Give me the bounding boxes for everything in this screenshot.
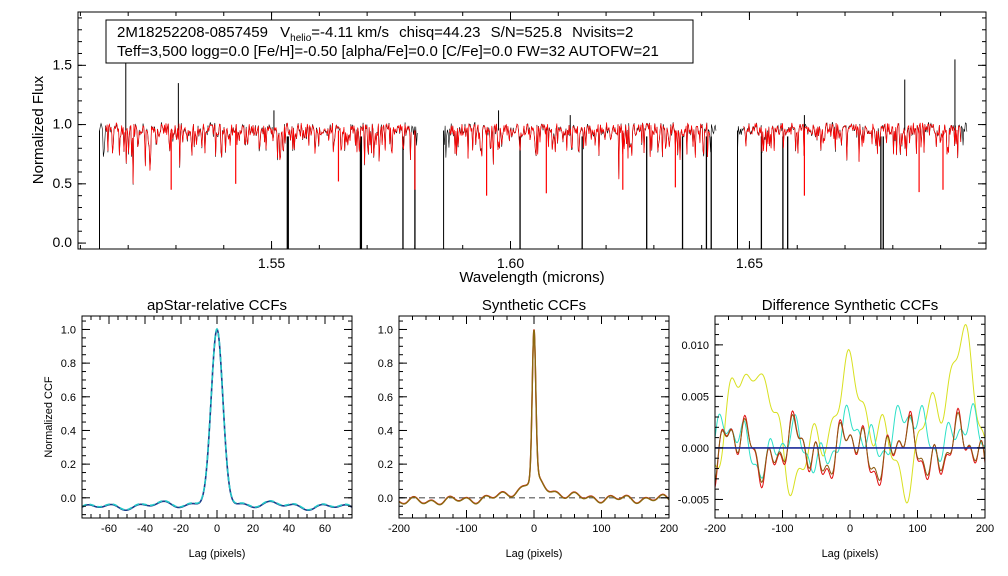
spectrum-axis-ticks: 1.55 1.60 1.65 0.0 0.5 1.0 1.5 — [53, 12, 986, 271]
ccf-synthetic-x-tick-label: 200 — [660, 523, 678, 535]
synthetic-ccf-combined-line — [399, 329, 669, 506]
ccf-apstar-title: apStar-relative CCFs — [147, 297, 287, 314]
spectrum-info-line-1: 2M18252208-0857459 Vhelio=-4.11 km/s chi… — [117, 24, 633, 44]
ccf-apstar-y-tick-label: 0.6 — [61, 392, 76, 404]
spectrum-plot-frame — [77, 11, 987, 250]
spectrum-y-tick-label: 1.0 — [53, 116, 73, 132]
snr-value: S/N=525.8 — [491, 24, 562, 41]
ccf-difference-x-tick-label: -200 — [704, 523, 726, 535]
ccf-apstar-x-tick-label: 20 — [247, 523, 259, 535]
ccf-apstar-panel: apStar-relative CCFs -60 -40 -20 0 20 40 60 0.0… — [43, 297, 353, 560]
ccf-difference-title: Difference Synthetic CCFs — [762, 297, 938, 314]
ccf-apstar-y-tick-label: 0.2 — [61, 459, 76, 471]
ccf-synthetic-x-tick-label: -200 — [388, 523, 410, 535]
ccf-difference-data-lines — [715, 323, 985, 504]
spectrum-y-tick-label: 1.5 — [53, 56, 73, 72]
spectrum-y-tick-label: 0.0 — [53, 234, 73, 250]
ccf-apstar-x-tick-label: 40 — [283, 523, 295, 535]
ccf-synthetic-y-tick-label: 0.8 — [378, 358, 393, 370]
ccf-difference-x-tick-label: 200 — [976, 523, 994, 535]
spectrum-x-tick-label: 1.55 — [258, 255, 285, 271]
chisq-value: chisq=44.23 — [399, 24, 480, 41]
ccf-synthetic-data-lines — [399, 329, 669, 506]
ccf-apstar-y-tick-label: 0.0 — [61, 493, 76, 505]
ccf-apstar-plot-frame — [81, 315, 353, 519]
spectrum-x-tick-label: 1.60 — [497, 255, 524, 271]
synthetic-spectrum-line — [449, 122, 711, 180]
star-id: 2M18252208-0857459 — [117, 24, 268, 41]
ccf-synthetic-y-tick-label: 1.0 — [378, 324, 393, 336]
ccf-apstar-x-tick-label: -40 — [137, 523, 153, 535]
spectrum-y-axis-label: Normalized Flux — [30, 75, 47, 184]
ccf-difference-y-tick-label: -0.005 — [678, 494, 709, 506]
ccf-synthetic-y-tick-label: 0.2 — [378, 459, 393, 471]
spectrum-y-tick-label: 0.5 — [53, 175, 73, 191]
spectrum-x-tick-label: 1.65 — [736, 255, 763, 271]
vhelio-subscript: helio — [290, 33, 312, 44]
vhelio-label: V — [280, 24, 290, 41]
difference-visit-3-line — [715, 323, 985, 504]
ccf-synthetic-panel: Synthetic CCFs -200 -100 0 100 200 0.0 0.2 0.4 0… — [378, 297, 678, 560]
ccf-apstar-y-tick-label: 0.4 — [61, 425, 76, 437]
ccf-difference-panel: Difference Synthetic CCFs -200 -100 0 100 20… — [678, 297, 994, 560]
difference-combined-line — [715, 411, 985, 484]
ccf-apstar-x-tick-label: -20 — [173, 523, 189, 535]
ccf-apstar-axis-ticks: -60 -40 -20 0 20 40 60 0.0 0.2 0.4 0.6 0.8 1.0 — [61, 316, 353, 535]
spectrum-data-lines — [99, 57, 968, 249]
ccf-synthetic-plot-frame — [398, 315, 670, 519]
ccf-apstar-x-tick-label: -60 — [101, 523, 117, 535]
ccf-difference-x-tick-label: -100 — [771, 523, 793, 535]
ccf-difference-x-tick-label: 100 — [908, 523, 926, 535]
synthetic-ccf-line — [399, 329, 669, 506]
spectrum-panel: 1.55 1.60 1.65 0.0 0.5 1.0 1.5 2M18252208-0857… — [30, 11, 987, 286]
synthetic-spectrum-line — [743, 122, 962, 162]
ccf-apstar-line — [81, 328, 353, 512]
ccf-synthetic-y-tick-label: 0.4 — [378, 425, 393, 437]
ccf-difference-y-tick-label: 0.010 — [681, 340, 709, 352]
ccf-synthetic-y-tick-label: 0.6 — [378, 392, 393, 404]
vhelio-value: =-4.11 km/s — [311, 24, 389, 41]
ccf-difference-y-tick-label: 0.005 — [681, 391, 709, 403]
ccf-synthetic-title: Synthetic CCFs — [482, 297, 586, 314]
ccf-synthetic-x-tick-label: 0 — [531, 523, 537, 535]
ccf-synthetic-x-axis-label: Lag (pixels) — [506, 548, 563, 560]
ccf-difference-x-tick-label: 0 — [847, 523, 853, 535]
ccf-apstar-y-tick-label: 1.0 — [61, 324, 76, 336]
ccf-apstar-x-axis-label: Lag (pixels) — [189, 548, 246, 560]
ccf-apstar-y-axis-label: Normalized CCF — [43, 376, 55, 458]
spectrum-x-axis-label: Wavelength (microns) — [459, 269, 604, 286]
spectrum-info-box — [105, 19, 694, 64]
ccf-apstar-fit-line — [81, 327, 353, 511]
synthetic-spectrum-line — [105, 122, 412, 184]
ccf-difference-axis-ticks: -200 -100 0 100 200 -0.005 0.000 0.005 0.010 — [678, 316, 994, 535]
ccf-apstar-data-lines — [81, 327, 353, 512]
ccf-apstar-x-tick-label: 60 — [319, 523, 331, 535]
ccf-apstar-y-tick-label: 0.8 — [61, 358, 76, 370]
ccf-synthetic-y-tick-label: 0.0 — [378, 493, 393, 505]
ccf-synthetic-x-tick-label: -100 — [455, 523, 477, 535]
ccf-difference-x-axis-label: Lag (pixels) — [822, 548, 879, 560]
spectrum-info-line-2: Teff=3,500 logg=0.0 [Fe/H]=-0.50 [alpha/… — [117, 43, 659, 60]
ccf-synthetic-x-tick-label: 100 — [592, 523, 610, 535]
ccf-difference-y-tick-label: 0.000 — [681, 443, 709, 455]
nvisits-value: Nvisits=2 — [572, 24, 633, 41]
ccf-synthetic-axis-ticks: -200 -100 0 100 200 0.0 0.2 0.4 0.6 0.8 1.0 — [378, 316, 678, 535]
ccf-apstar-x-tick-label: 0 — [214, 523, 220, 535]
